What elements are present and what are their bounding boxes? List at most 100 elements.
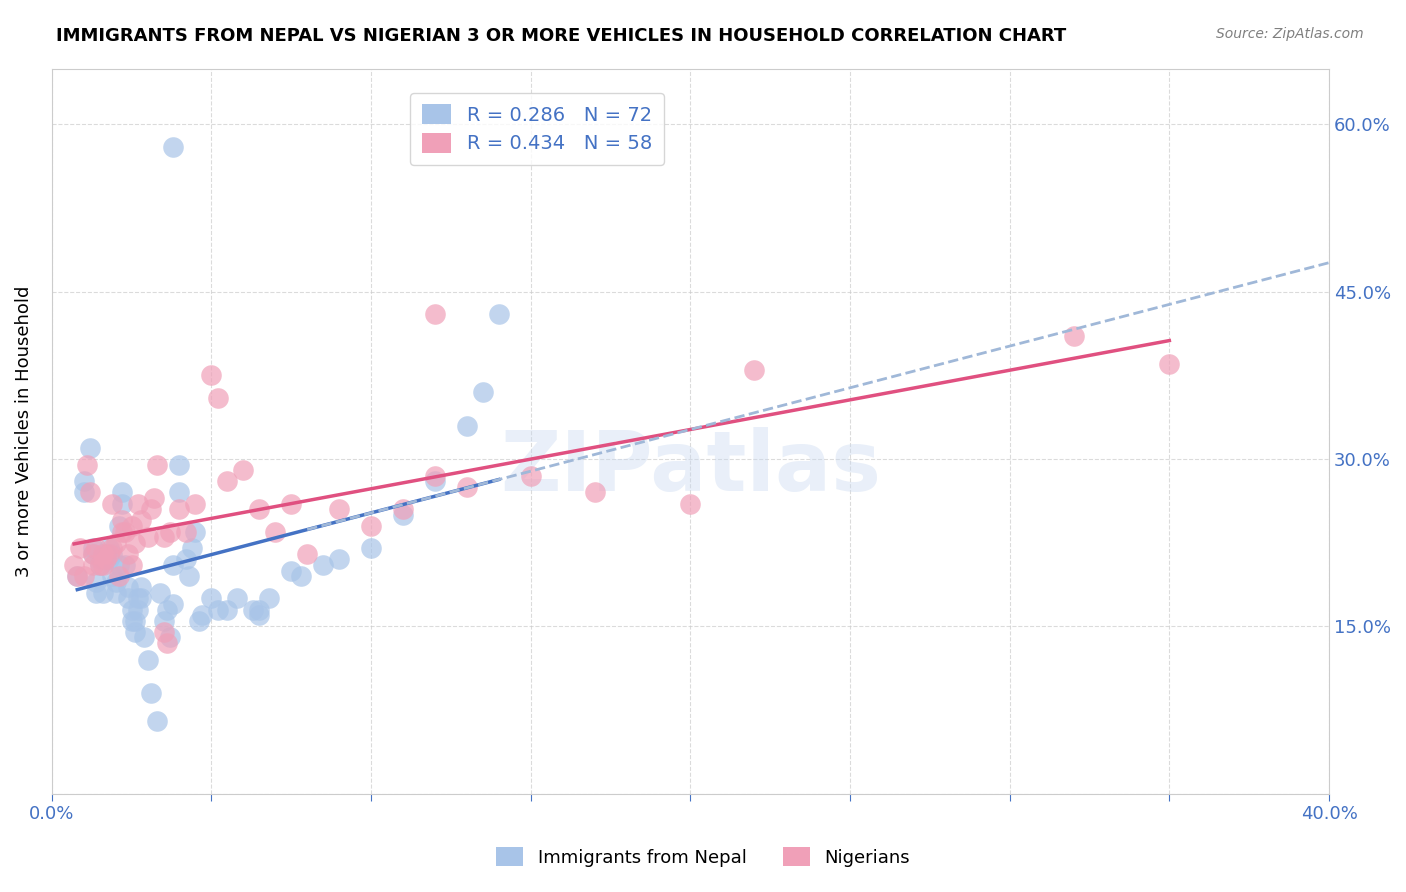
Point [264,524,287,539]
Point [121,558,143,572]
Point [423,307,446,321]
Point [177,569,200,583]
Point [360,519,382,533]
Y-axis label: 3 or more Vehicles in Household: 3 or more Vehicles in Household [15,285,32,577]
Point [121,519,143,533]
Point [82,541,104,556]
Point [101,497,124,511]
Point [742,363,765,377]
Point [111,513,134,527]
Point [456,418,478,433]
Point [107,569,129,583]
Point [101,541,124,556]
Point [136,653,159,667]
Point [104,574,127,589]
Point [82,558,104,572]
Point [184,497,207,511]
Point [295,547,318,561]
Point [139,502,162,516]
Point [290,569,312,583]
Point [107,558,129,572]
Point [156,602,179,616]
Text: IMMIGRANTS FROM NEPAL VS NIGERIAN 3 OR MORE VEHICLES IN HOUSEHOLD CORRELATION CH: IMMIGRANTS FROM NEPAL VS NIGERIAN 3 OR M… [56,27,1067,45]
Point [79,441,101,455]
Point [174,552,197,566]
Point [423,475,446,489]
Point [142,491,165,505]
Point [191,608,214,623]
Point [162,139,184,153]
Point [117,580,139,594]
Legend: R = 0.286   N = 72, R = 0.434   N = 58: R = 0.286 N = 72, R = 0.434 N = 58 [411,93,664,165]
Point [129,591,152,606]
Point [98,547,121,561]
Point [136,530,159,544]
Point [169,458,191,472]
Point [73,569,96,583]
Point [280,497,302,511]
Point [114,524,136,539]
Point [79,485,101,500]
Point [181,541,204,556]
Point [207,602,229,616]
Point [174,524,197,539]
Point [86,574,108,589]
Point [94,547,117,561]
Point [360,541,382,556]
Point [679,497,702,511]
Point [89,558,111,572]
Point [519,468,541,483]
Point [69,541,91,556]
Point [226,591,249,606]
Point [247,608,270,623]
Point [73,475,96,489]
Legend: Immigrants from Nepal, Nigerians: Immigrants from Nepal, Nigerians [489,840,917,874]
Point [117,547,139,561]
Point [124,624,146,639]
Point [94,552,117,566]
Point [456,480,478,494]
Point [583,485,606,500]
Point [328,552,350,566]
Point [82,547,104,561]
Point [129,513,152,527]
Point [129,580,152,594]
Point [312,558,335,572]
Point [200,591,222,606]
Point [101,547,124,561]
Point [146,714,169,728]
Point [200,368,222,383]
Point [328,502,350,516]
Point [111,524,134,539]
Point [488,307,510,321]
Text: Source: ZipAtlas.com: Source: ZipAtlas.com [1216,27,1364,41]
Point [146,458,169,472]
Point [98,541,121,556]
Point [156,636,179,650]
Point [169,502,191,516]
Point [98,552,121,566]
Point [134,631,156,645]
Point [217,475,239,489]
Point [392,502,415,516]
Point [82,547,104,561]
Point [159,631,181,645]
Point [86,541,108,556]
Point [104,586,127,600]
Point [152,614,174,628]
Point [89,558,111,572]
Point [89,552,111,566]
Point [114,558,136,572]
Point [63,558,86,572]
Point [471,385,494,400]
Point [162,597,184,611]
Point [101,569,124,583]
Point [280,564,302,578]
Point [121,614,143,628]
Point [423,468,446,483]
Point [257,591,280,606]
Text: ZIPatlas: ZIPatlas [501,427,882,508]
Point [242,602,264,616]
Point [217,602,239,616]
Point [111,497,134,511]
